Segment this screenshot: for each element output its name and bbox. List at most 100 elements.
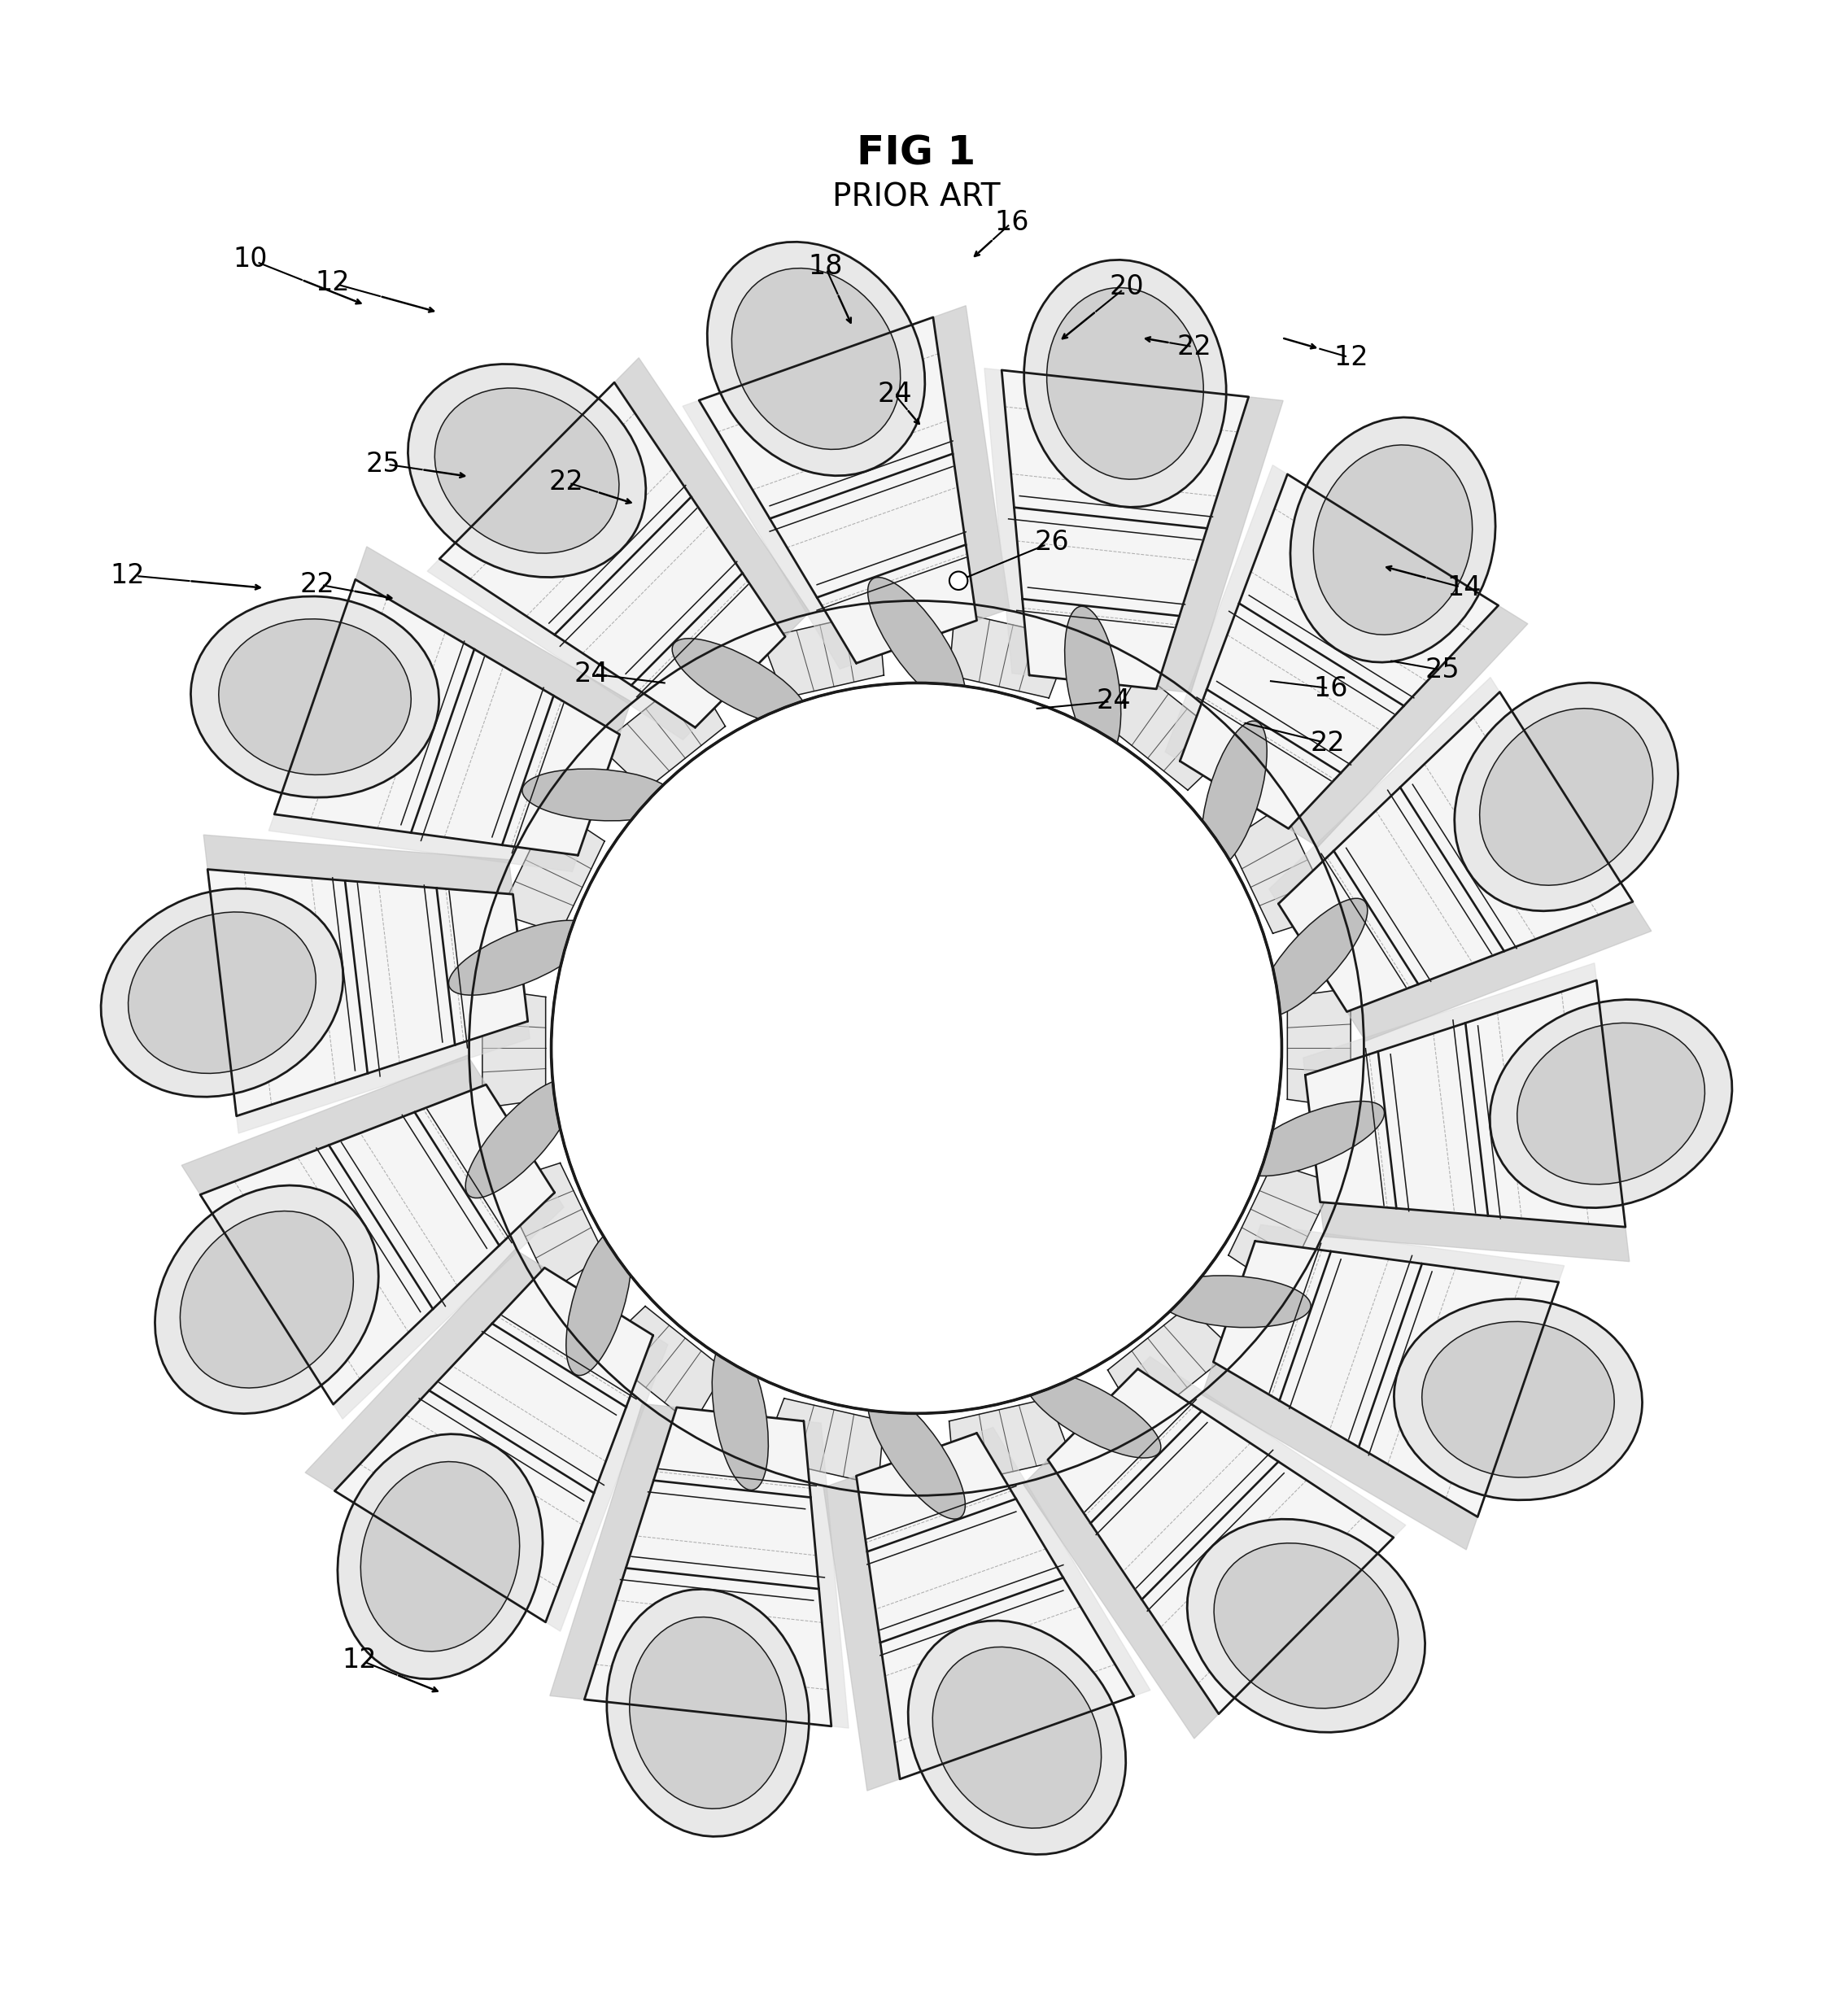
Ellipse shape [156,1185,378,1413]
Polygon shape [1023,1460,1219,1738]
Polygon shape [427,558,695,740]
Ellipse shape [101,889,343,1097]
Ellipse shape [867,1389,966,1518]
Polygon shape [1228,806,1334,933]
Text: 16: 16 [993,210,1028,236]
Polygon shape [304,1250,544,1492]
Ellipse shape [466,1079,576,1198]
Polygon shape [207,869,528,1117]
Text: PRIOR ART: PRIOR ART [832,181,1001,212]
Polygon shape [181,1054,486,1195]
Polygon shape [977,1427,1151,1695]
Polygon shape [682,401,856,669]
Text: 22: 22 [1311,730,1345,756]
Ellipse shape [409,365,645,577]
Polygon shape [1107,671,1234,790]
Text: 22: 22 [548,468,583,496]
Ellipse shape [1455,683,1677,911]
Ellipse shape [907,1621,1125,1855]
Ellipse shape [180,1212,354,1387]
Polygon shape [1303,964,1597,1075]
Ellipse shape [522,768,675,821]
Ellipse shape [731,268,900,450]
Polygon shape [1107,1306,1234,1425]
Ellipse shape [673,639,808,726]
Polygon shape [1166,466,1287,762]
Text: 24: 24 [1096,687,1131,714]
Polygon shape [1048,1369,1393,1714]
Polygon shape [546,1335,667,1631]
Ellipse shape [1518,1022,1705,1183]
Polygon shape [1289,605,1529,847]
Text: 18: 18 [808,254,843,280]
Polygon shape [599,671,726,790]
Polygon shape [1001,371,1248,689]
Polygon shape [933,306,1010,621]
Polygon shape [949,611,1072,698]
Polygon shape [1305,980,1626,1228]
Ellipse shape [1290,417,1496,663]
Polygon shape [335,1268,653,1623]
Ellipse shape [629,1617,786,1808]
Ellipse shape [708,242,926,476]
Polygon shape [761,611,884,698]
Ellipse shape [449,921,592,996]
Polygon shape [984,369,1030,675]
Polygon shape [334,1193,565,1419]
Polygon shape [1256,1224,1564,1282]
Ellipse shape [218,619,411,774]
Ellipse shape [1201,722,1267,869]
Circle shape [552,683,1281,1413]
Polygon shape [1180,474,1498,829]
Ellipse shape [434,387,620,552]
Polygon shape [949,1399,1072,1486]
Text: 22: 22 [301,571,335,599]
Polygon shape [1138,1357,1406,1538]
Polygon shape [585,1407,832,1726]
Ellipse shape [1025,260,1226,508]
Ellipse shape [1025,1371,1160,1458]
Polygon shape [482,988,546,1109]
Ellipse shape [128,911,315,1073]
Ellipse shape [1158,1276,1311,1327]
Ellipse shape [711,1339,768,1490]
Ellipse shape [191,597,438,798]
Polygon shape [1202,1363,1477,1550]
Polygon shape [698,317,977,663]
Polygon shape [1278,691,1633,1012]
Polygon shape [1228,1163,1334,1290]
Text: 16: 16 [1314,675,1349,702]
Polygon shape [1287,988,1351,1109]
Text: 12: 12 [1334,345,1369,371]
Text: 25: 25 [367,450,401,478]
Polygon shape [1213,1242,1558,1516]
Text: 10: 10 [233,246,268,272]
Text: 12: 12 [343,1647,378,1673]
Ellipse shape [1314,446,1472,635]
Ellipse shape [1047,288,1204,480]
Ellipse shape [337,1433,543,1679]
Ellipse shape [566,1228,632,1375]
Ellipse shape [1490,1000,1732,1208]
Ellipse shape [1213,1542,1399,1708]
Polygon shape [236,1022,530,1133]
Ellipse shape [1065,607,1122,758]
Ellipse shape [361,1462,519,1651]
Polygon shape [203,835,513,895]
Polygon shape [856,1433,1135,1778]
Polygon shape [614,357,810,637]
Polygon shape [823,1476,900,1790]
Text: 14: 14 [1446,575,1481,601]
Text: 25: 25 [1424,657,1459,683]
Polygon shape [499,1163,605,1290]
Polygon shape [1320,1202,1630,1262]
Ellipse shape [1241,1101,1384,1175]
Polygon shape [761,1399,884,1486]
Polygon shape [499,806,605,933]
Polygon shape [1268,677,1499,903]
Polygon shape [200,1085,555,1405]
Polygon shape [269,814,577,871]
Polygon shape [803,1421,849,1728]
Ellipse shape [867,577,966,706]
Polygon shape [275,579,620,855]
